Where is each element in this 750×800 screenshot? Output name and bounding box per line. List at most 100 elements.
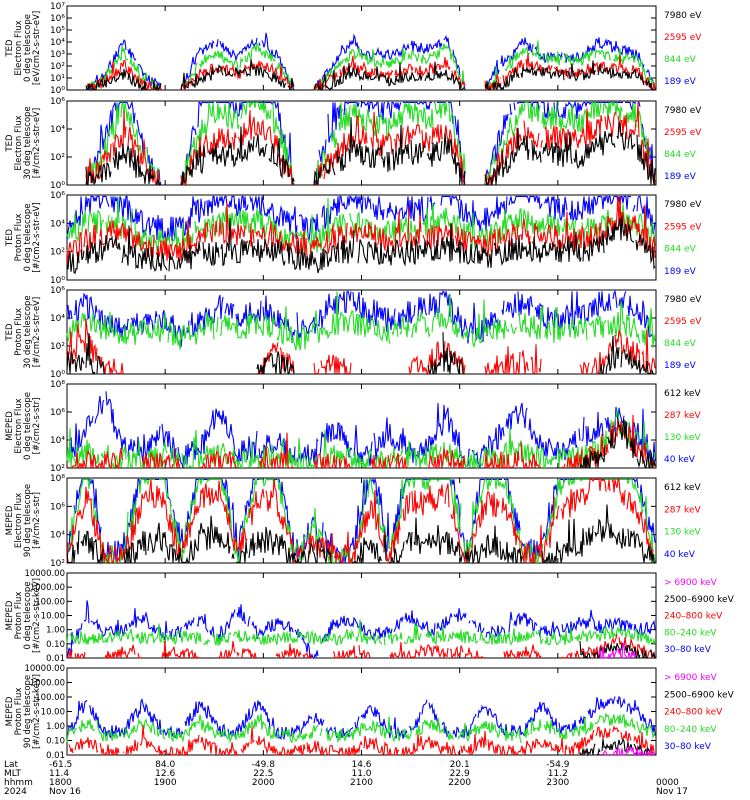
y-axis-label-line: Electron Flux [14, 115, 24, 170]
legend-entry: 844 eV [664, 150, 697, 160]
y-tick-label: 10⁸ [50, 380, 65, 390]
legend-entry: 287 keV [664, 411, 701, 421]
y-tick-label: 10² [50, 248, 65, 258]
series-line [598, 642, 637, 660]
legend-entry: 130 keV [664, 528, 701, 538]
x-tick-label: 2300 [546, 778, 569, 788]
x-tick-label: 11.0 [351, 769, 371, 779]
legend-entry: 7980 eV [664, 295, 702, 305]
legend-entry: 189 eV [664, 172, 697, 182]
x-axis-row-label: MLT [4, 769, 22, 779]
legend-entry: 844 eV [664, 339, 697, 349]
y-tick-label: 10⁶ [50, 502, 65, 512]
y-axis-label-line: [#/cm2-s-str-keV] [32, 674, 42, 749]
series-line [86, 40, 655, 92]
y-tick-label: 10² [50, 62, 65, 72]
y-axis-label-line: MEPED [5, 505, 15, 535]
series-line [85, 59, 655, 92]
y-tick-label: 10⁶ [50, 286, 65, 296]
y-tick-label: 1000.00 [30, 583, 65, 593]
y-tick-label: 10⁰ [50, 276, 65, 286]
panel-5: 10² 10⁴ 10⁶ 10⁸ MEPED Electron Flux 0 deg tele… [5, 380, 701, 474]
y-axis-label-line: 90 deg telescope [23, 484, 33, 557]
legend-entry: 2500–6900 keV [664, 690, 735, 700]
legend-entry: 7980 eV [664, 200, 702, 210]
legend-entry: 287 keV [664, 505, 701, 515]
y-tick-label: 1.00 [46, 626, 65, 636]
x-tick-label: 22.9 [450, 769, 470, 779]
legend-entry: 2595 eV [664, 317, 702, 327]
legend-entry: 130 keV [664, 433, 701, 443]
legend-entry: 40 keV [664, 455, 696, 465]
x-tick-label: 22.5 [253, 769, 273, 779]
x-tick-label: 2100 [350, 778, 373, 788]
y-axis-label-line: TED [5, 228, 15, 247]
legend-entry: 80–240 keV [664, 725, 717, 735]
x-tick-label: -54.9 [546, 760, 570, 770]
series-line [579, 640, 656, 659]
x-tick-label: 84.0 [155, 760, 175, 770]
legend-entry: 80–240 keV [664, 628, 717, 638]
x-axis-row-label: hhmm [4, 778, 33, 788]
y-axis-label-line: 90 deg telescope [23, 675, 33, 748]
y-tick-label: 0.01 [46, 654, 65, 664]
y-axis-label-line: Electron Flux [14, 493, 24, 548]
legend-entry: 7980 eV [664, 11, 702, 21]
y-axis-label-line: Proton Flux [14, 688, 24, 736]
y-tick-label: 10⁴ [50, 219, 65, 229]
y-axis-label-line: [#/cm2-s-str-keV] [32, 578, 42, 653]
x-tick-label: Nov 17 [656, 787, 688, 797]
legend-entry: 844 eV [664, 245, 697, 255]
y-tick-label: 10² [50, 464, 65, 474]
y-tick-label: 10⁵ [50, 26, 65, 36]
series-line [598, 744, 656, 757]
panel-7: 0.01 0.10 1.00 10.00 100.00 1000.00 10000.00 ME… [5, 569, 735, 664]
x-tick-label: 2200 [448, 778, 471, 788]
x-tick-label: 0000 [656, 778, 679, 788]
panel-1: 10⁰ 10¹ 10² 10³ 10⁴ 10⁵ 10⁶ 10⁷ TED Electron Flux… [5, 2, 702, 96]
x-axis-row-label: Lat [4, 760, 19, 770]
legend-entry: 40 keV [664, 550, 696, 560]
y-axis-label-line: [#/cm2-s-str] [32, 398, 42, 455]
legend-entry: 2595 eV [664, 222, 702, 232]
series-line [85, 117, 656, 186]
y-axis-label-line: [#/cm2-s-str-eV] [32, 202, 42, 272]
legend-entry: 2595 eV [664, 128, 702, 138]
legend-entry: 189 eV [664, 77, 697, 87]
legend-entry: 844 eV [664, 55, 697, 65]
series-line [66, 712, 656, 744]
y-tick-label: 10⁰ [50, 86, 65, 96]
legend-entry: 2595 eV [664, 33, 702, 43]
x-tick-label: 11.2 [548, 769, 568, 779]
y-tick-label: 10⁷ [50, 2, 65, 12]
series-line [66, 477, 656, 564]
y-tick-label: 10⁶ [50, 14, 65, 24]
y-tick-label: 100.00 [35, 693, 65, 703]
y-tick-label: 10² [50, 559, 65, 569]
y-tick-label: 10⁶ [50, 191, 65, 201]
y-axis-label-line: Proton Flux [14, 308, 24, 356]
y-tick-label: 10⁴ [50, 314, 65, 324]
series-line [66, 332, 654, 376]
series-line [86, 100, 656, 185]
legend-entry: 2500–6900 keV [664, 595, 735, 605]
y-tick-label: 10000.00 [24, 664, 65, 674]
y-tick-label: 0.10 [46, 640, 65, 650]
legend-entry: 240–800 keV [664, 612, 723, 622]
legend-entry: 612 keV [664, 483, 701, 493]
y-axis-label-line: Electron Flux [14, 20, 24, 75]
y-axis-label-line: TED [5, 39, 15, 58]
y-axis-label-line: TED [5, 323, 15, 342]
y-tick-label: 10³ [50, 50, 65, 60]
legend-entry: > 6900 keV [664, 578, 718, 588]
y-axis-label-line: 30 deg telescope [23, 106, 33, 179]
series-line [68, 725, 656, 757]
y-tick-label: 10000.00 [24, 569, 65, 579]
y-axis-label-line: 0 deg telescope [23, 392, 33, 460]
y-tick-label: 0.10 [46, 737, 65, 747]
y-tick-label: 10¹ [50, 74, 65, 84]
y-tick-label: 1000.00 [30, 679, 65, 689]
y-tick-label: 10⁰ [50, 370, 65, 380]
